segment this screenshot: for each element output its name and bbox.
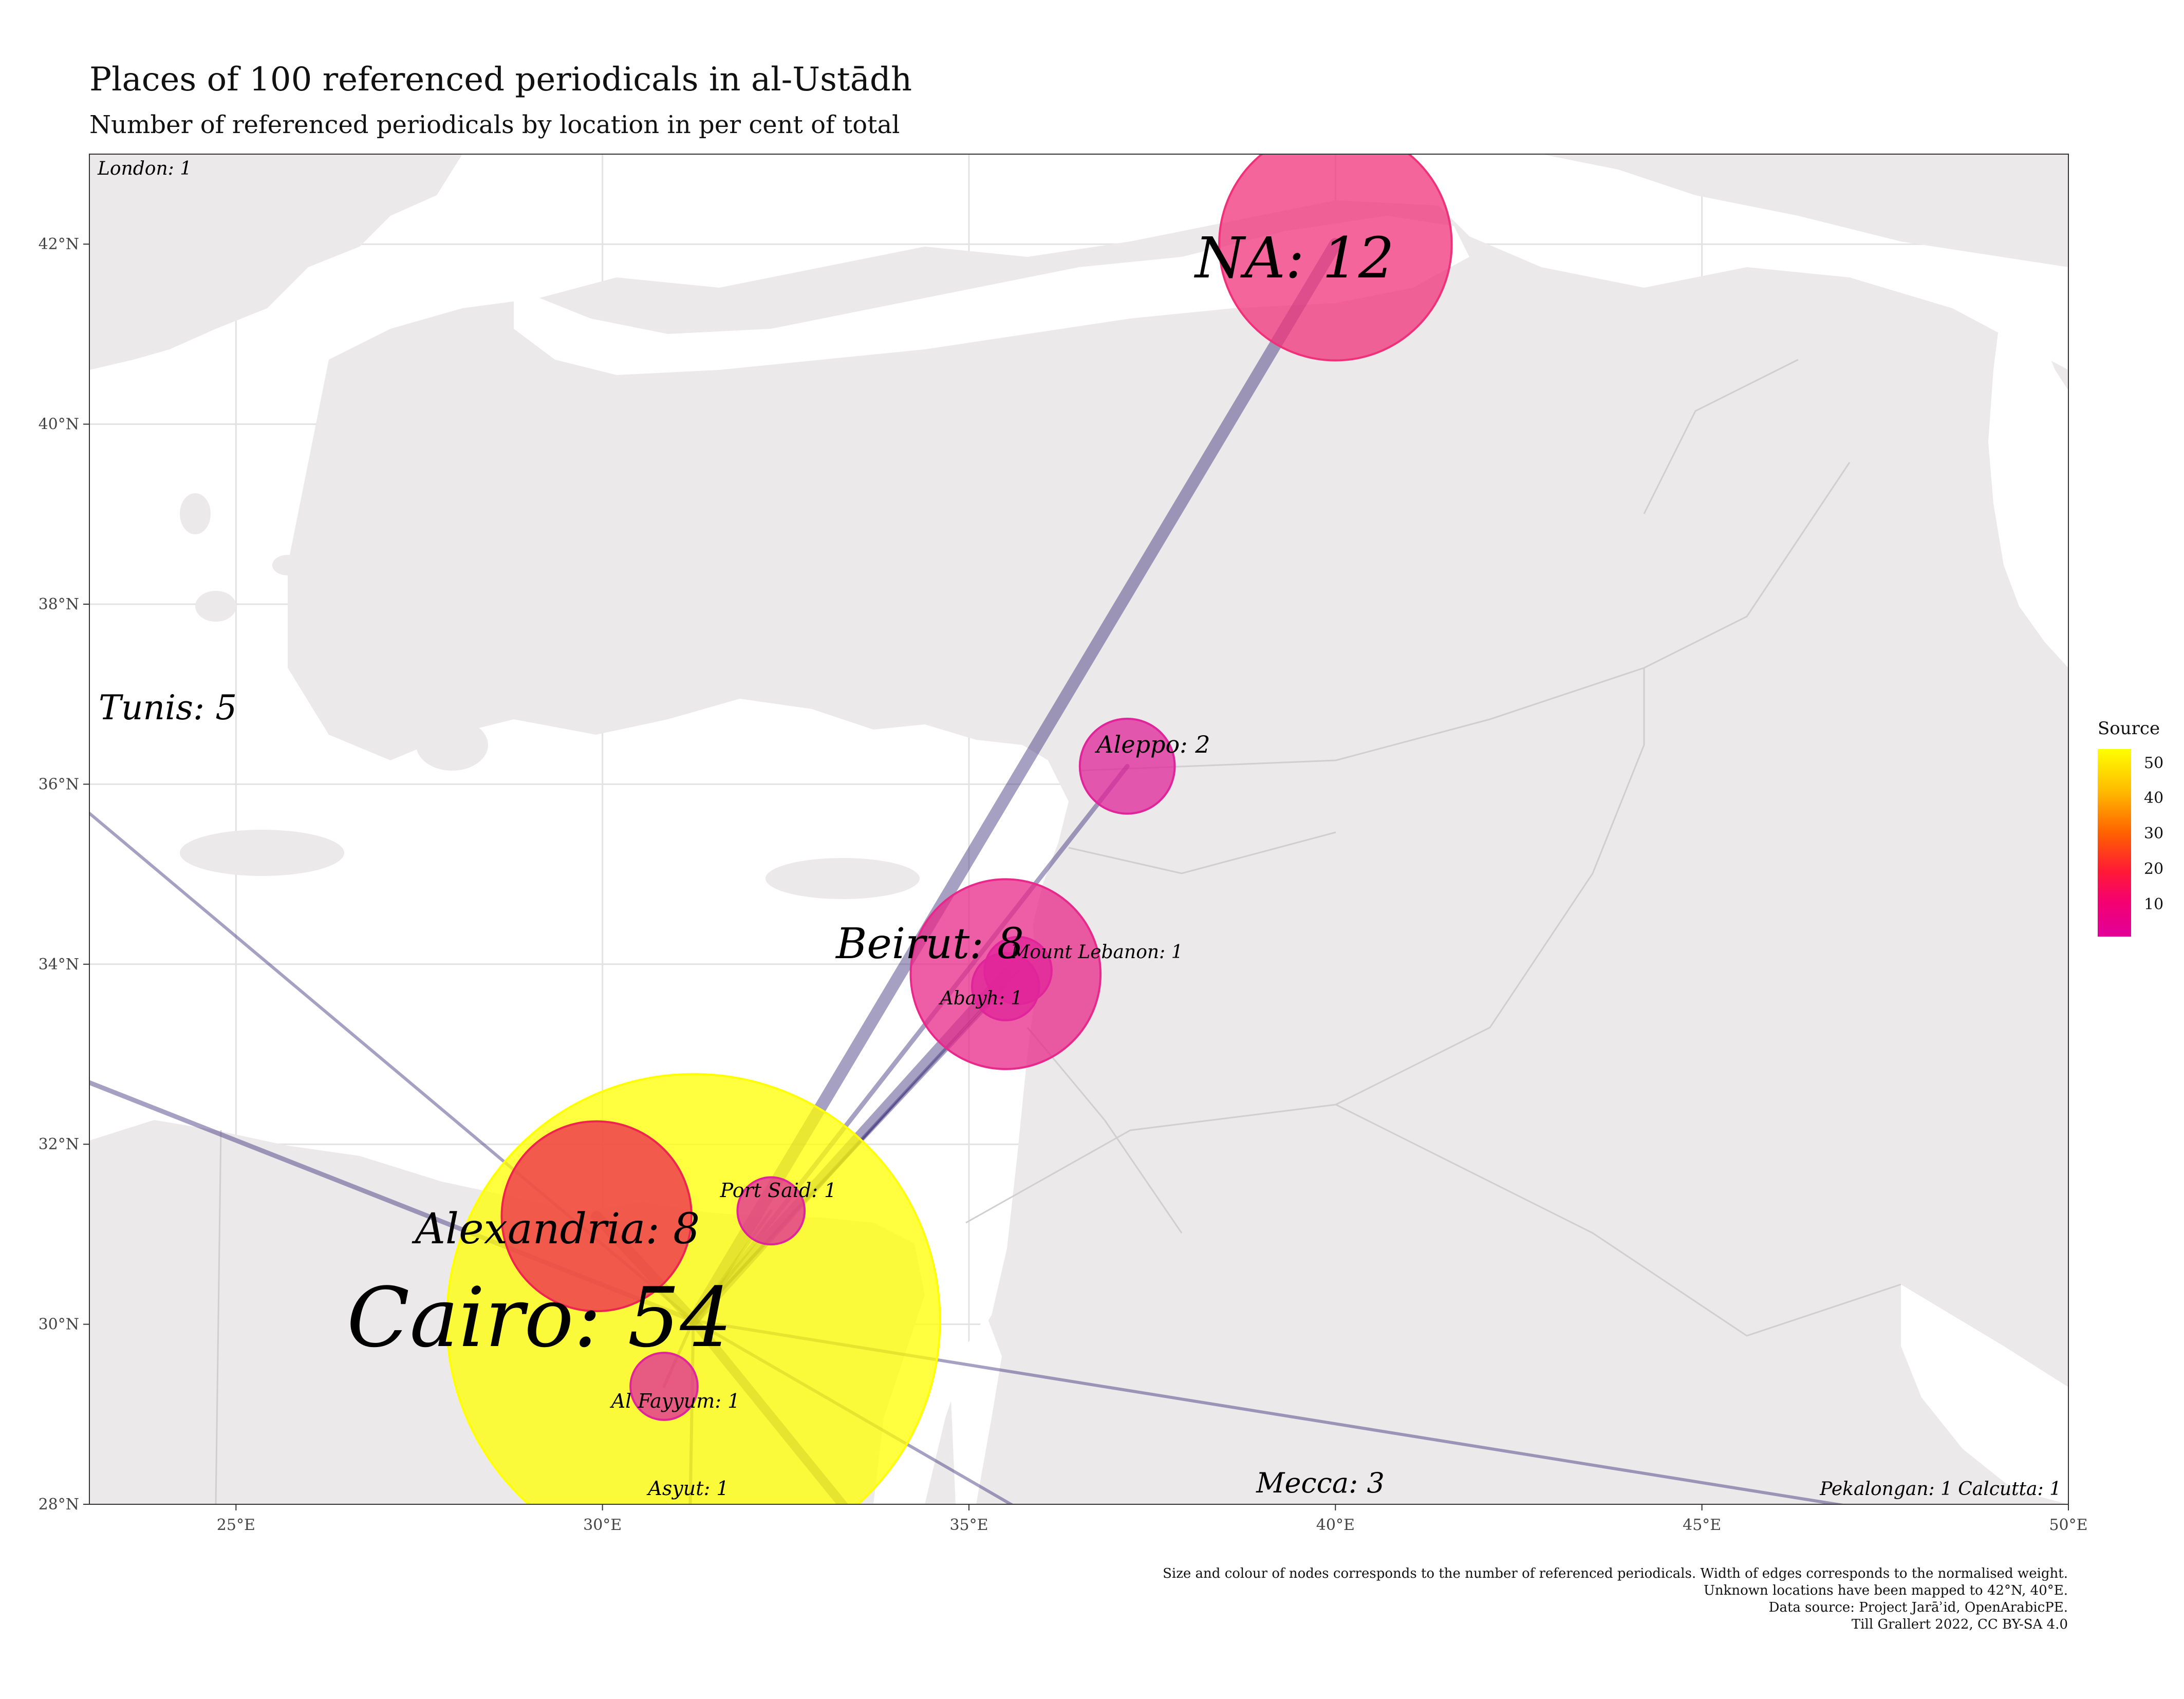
label-tunis: Tunis: 5 <box>99 688 237 727</box>
label-alexandria: Alexandria: 8 <box>412 1205 700 1254</box>
plot-border <box>89 154 2069 1505</box>
edge-calcutta <box>692 1319 1846 1504</box>
legend-title: Source <box>2098 718 2160 739</box>
label-al-fayyum: Al Fayyum: 1 <box>610 1390 740 1412</box>
label-cairo: Cairo: 54 <box>347 1269 732 1366</box>
legend-tick-label: 40 <box>2144 789 2164 808</box>
land-middle-east <box>288 200 2068 1504</box>
caption-line-4: Till Grallert 2022, CC BY-SA 4.0 <box>1851 1617 2068 1632</box>
caption-line-3: Data source: Project Jarāʾid, OpenArabic… <box>1768 1600 2068 1615</box>
tick-label-x: 50°E <box>2049 1516 2087 1534</box>
network-nodes <box>445 128 1453 1504</box>
node-port-said[interactable] <box>736 1176 806 1246</box>
island-cyprus <box>766 858 920 899</box>
legend: Source 50 40 30 20 10 <box>2098 718 2163 937</box>
tick-label-y: 40°N <box>39 416 79 434</box>
label-mecca: Mecca: 3 <box>1256 1467 1385 1499</box>
red-sea <box>950 1315 1002 1504</box>
legend-tick-label: 30 <box>2144 825 2164 843</box>
node-alexandria[interactable] <box>500 1120 693 1313</box>
legend-tick-label: 20 <box>2144 860 2164 879</box>
node-abayh[interactable] <box>971 952 1040 1021</box>
land-balkans <box>89 154 462 370</box>
label-abayh: Abayh: 1 <box>939 988 1023 1009</box>
caption: Size and colour of nodes corresponds to … <box>1163 1565 2068 1633</box>
tick-label-y: 34°N <box>39 956 79 974</box>
edge-tunis <box>89 1080 696 1323</box>
tick-label-x: 30°E <box>583 1516 622 1534</box>
island-rhodes <box>416 719 488 771</box>
label-asyut: Asyut: 1 <box>646 1477 729 1500</box>
label-port-said: Port Said: 1 <box>720 1179 837 1202</box>
label-london: London: 1 <box>97 158 192 179</box>
label-aleppo: Aleppo: 2 <box>1094 731 1210 758</box>
island-aegean-2 <box>272 555 303 575</box>
caption-line-2: Unknown locations have been mapped to 42… <box>1703 1583 2068 1598</box>
tick-label-y: 38°N <box>39 595 79 613</box>
tick-label-y: 32°N <box>39 1135 79 1153</box>
chart-subtitle: Number of referenced periodicals by loca… <box>89 110 900 139</box>
persian-gulf <box>1901 1284 2068 1504</box>
island-aegean-1 <box>195 591 236 622</box>
axis-ticks: 25°E 30°E 35°E 40°E 45°E 50°E 28°N 30°N 32°N 34°N… <box>39 235 2088 1534</box>
tick-label-y: 30°N <box>39 1316 79 1334</box>
country-borders <box>215 359 1901 1504</box>
tick-label-y: 28°N <box>39 1496 79 1514</box>
caption-line-1: Size and colour of nodes corresponds to … <box>1163 1566 2068 1581</box>
label-pekalongan: Pekalongan: 1 <box>1819 1479 1952 1500</box>
island-crete <box>180 830 344 876</box>
tick-label-y: 36°N <box>39 775 79 793</box>
tick-label-y: 42°N <box>39 235 79 253</box>
label-na: NA: 12 <box>1193 225 1394 291</box>
tick-label-x: 25°E <box>217 1516 255 1534</box>
node-al-fayyum[interactable] <box>629 1352 699 1421</box>
legend-colorbar <box>2098 749 2131 937</box>
tick-label-x: 45°E <box>1683 1516 1721 1534</box>
node-na[interactable] <box>1218 128 1453 362</box>
node-aleppo[interactable] <box>1078 717 1176 815</box>
label-mount-lebanon: Mount Lebanon: 1 <box>1010 942 1183 963</box>
tick-label-x: 40°E <box>1316 1516 1355 1534</box>
land-crimea <box>1449 154 2068 267</box>
legend-tick-label: 50 <box>2144 754 2164 772</box>
tick-label-x: 35°E <box>949 1516 988 1534</box>
node-labels: Cairo: 54 NA: 12 Alexandria: 8 Beirut: 8 Tun… <box>97 158 2061 1500</box>
caspian-sea <box>1988 288 2068 668</box>
label-beirut: Beirut: 8 <box>835 920 1024 968</box>
edge-london <box>89 811 695 1322</box>
chart-title: Places of 100 referenced periodicals in … <box>89 61 912 99</box>
island-aegean-3 <box>180 493 211 534</box>
legend-tick-label: 10 <box>2144 895 2164 914</box>
label-calcutta: Calcutta: 1 <box>1958 1479 2061 1500</box>
